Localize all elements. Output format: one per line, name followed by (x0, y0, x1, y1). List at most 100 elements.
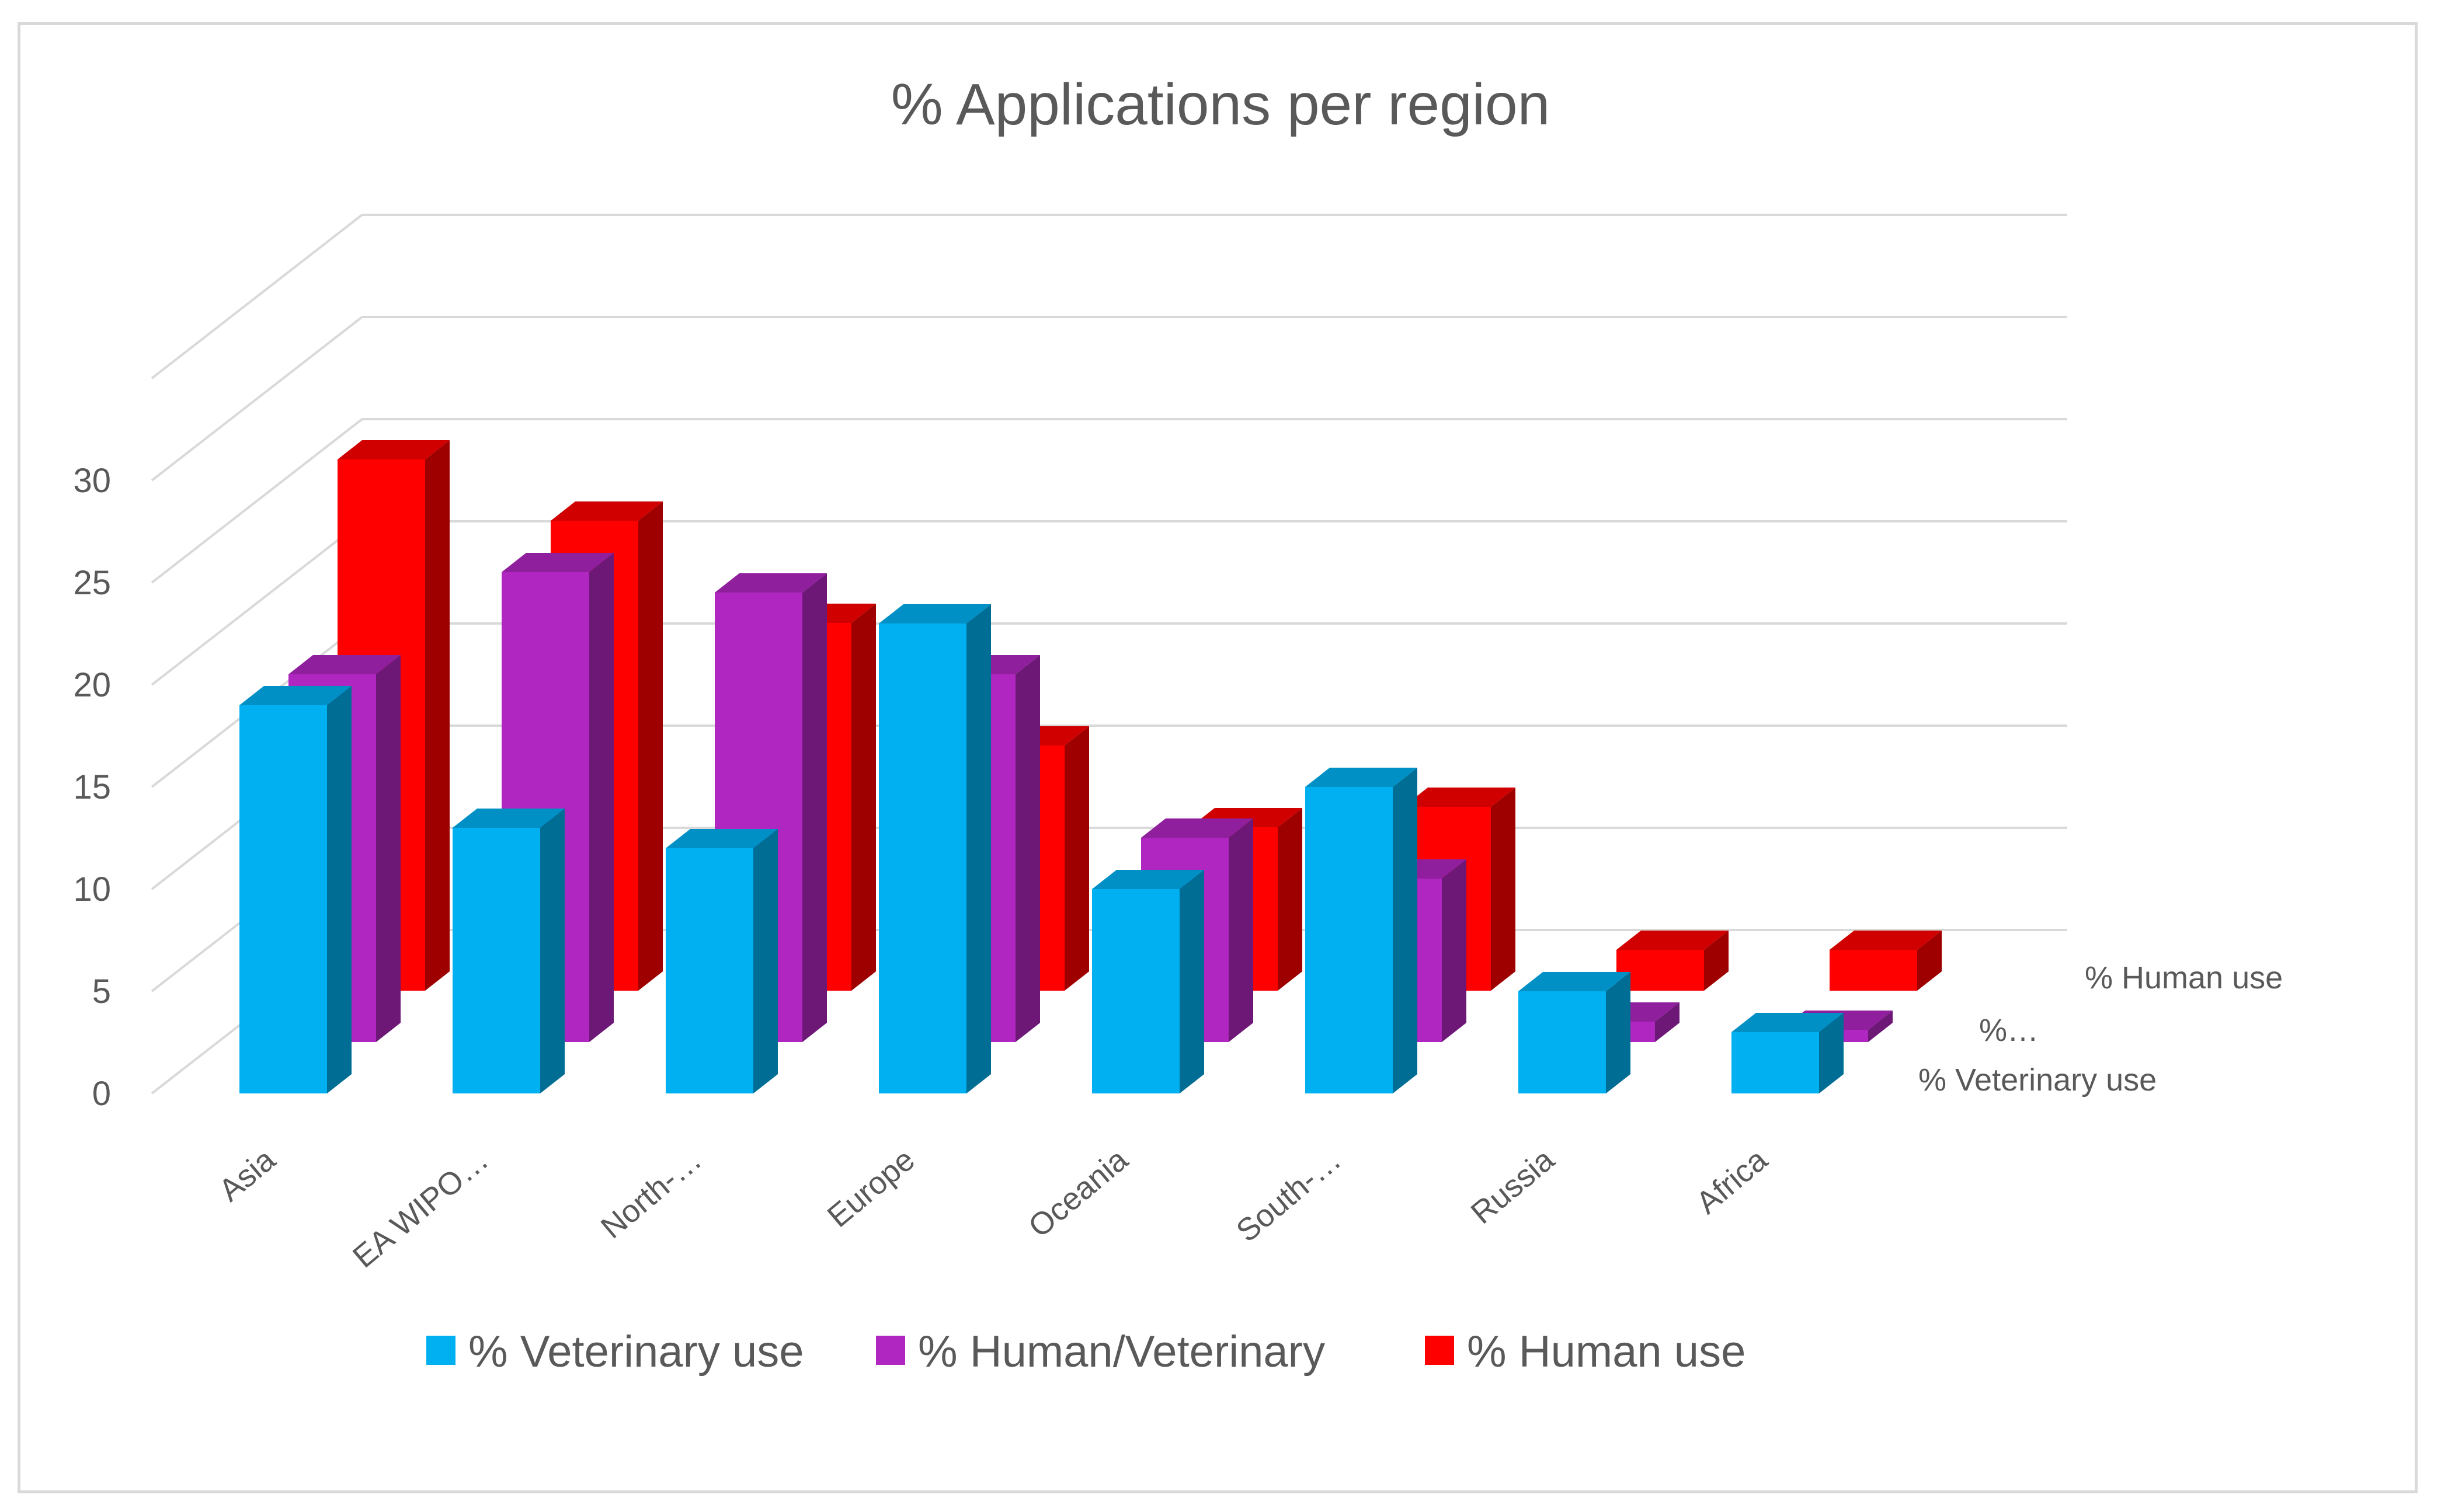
bar-human-use-africa (1830, 931, 1942, 991)
bar-veterinary-use-europe (879, 604, 991, 1093)
series-depth-labels: % Veterinary use %… % Human use (1918, 960, 2283, 1098)
legend-item-veterinary-use: % Veterinary use (426, 1327, 804, 1377)
bar-front-face (1731, 1032, 1819, 1093)
y-tick-label: 20 (73, 666, 111, 704)
bar-top-face (1830, 931, 1942, 950)
legend-label: % Human/Veterinary (918, 1327, 1325, 1377)
y-tick-label: 30 (73, 462, 111, 500)
bar-top-face (338, 440, 450, 459)
category-label: Europe (821, 1142, 922, 1234)
bar-side-face (327, 686, 352, 1093)
legend-swatch (1425, 1336, 1454, 1365)
legend-item-human-use: % Human use (1425, 1327, 1745, 1377)
bar-side-face (966, 604, 991, 1093)
bar-side-face (1917, 931, 1942, 991)
category-label: South-… (1230, 1142, 1348, 1249)
bar-side-face (851, 604, 876, 991)
bar-veterinary-use-africa (1731, 1013, 1844, 1093)
bar-top-face (666, 829, 778, 848)
bar-veterinary-use-russia (1518, 972, 1630, 1093)
bar-top-face (453, 809, 565, 828)
bar-side-face (1016, 655, 1040, 1042)
bar-side-face (1704, 931, 1729, 991)
category-label: Oceania (1022, 1142, 1135, 1245)
legend-label: % Veterinary use (468, 1327, 804, 1377)
y-tick-label: 15 (73, 768, 111, 806)
bar-side-face (1868, 1011, 1893, 1042)
bar-top-face (1141, 818, 1253, 838)
bar-top-face (1731, 1013, 1844, 1032)
bar-side-face (1606, 972, 1630, 1093)
gridline-diagonal-top (151, 214, 363, 379)
y-tick-label: 5 (92, 973, 111, 1011)
chart-svg: % Applications per region 0 5 10 15 20 25 30 A… (73, 72, 2283, 1377)
bar-front-face (879, 623, 966, 1093)
y-tick-label: 0 (92, 1075, 111, 1113)
bar-side-face (589, 553, 614, 1042)
depth-label: % Human use (2085, 960, 2283, 995)
category-label: Asia (213, 1142, 283, 1208)
gridline-diagonal-30 (151, 316, 363, 482)
category-label: EA WIPO… (346, 1142, 495, 1274)
bar-top-face (239, 686, 352, 705)
chart-title: % Applications per region (891, 72, 1550, 137)
bar-side-face (753, 829, 778, 1093)
bar-front-face (1616, 950, 1704, 991)
bar-side-face (1819, 1013, 1844, 1093)
bar-side-face (1491, 788, 1515, 991)
category-label: Russia (1465, 1142, 1562, 1231)
bar-side-face (376, 655, 401, 1042)
gridline-diagonal-25 (151, 418, 363, 584)
bar-front-face (239, 705, 327, 1093)
bar-side-face (540, 809, 565, 1093)
bar-side-face (1442, 859, 1466, 1042)
bar-side-face (1065, 726, 1089, 991)
depth-label: %… (1979, 1013, 2039, 1048)
bar-side-face (425, 440, 450, 991)
bar-front-face (1830, 950, 1917, 991)
bar-top-face (502, 553, 614, 572)
bar-top-face (715, 573, 827, 593)
category-label: Africa (1689, 1142, 1774, 1221)
category-label: North-… (594, 1142, 708, 1245)
bar-front-face (1518, 991, 1606, 1093)
bar-side-face (638, 501, 663, 991)
category-labels: Asia EA WIPO… North-… Europe Oceania South-… R… (213, 1142, 1775, 1275)
bar-side-face (802, 573, 827, 1042)
bar-side-face (1229, 818, 1253, 1042)
bar-top-face (1403, 788, 1515, 807)
bar-side-face (1180, 870, 1204, 1093)
chart-frame: % Applications per region 0 5 10 15 20 25 30 A… (18, 22, 2418, 1493)
bar-side-face (1655, 1002, 1680, 1042)
bar-top-face (288, 655, 401, 674)
bar-front-face (1305, 787, 1393, 1093)
legend-swatch (426, 1336, 455, 1365)
bar-front-face (1092, 889, 1180, 1093)
legend-item-human-veterinary: % Human/Veterinary (876, 1327, 1325, 1377)
legend-swatch (876, 1336, 905, 1365)
y-tick-label: 25 (73, 564, 111, 602)
bar-side-face (1393, 768, 1417, 1093)
bar-top-face (879, 604, 991, 623)
bar-top-face (1092, 870, 1204, 889)
bar-side-face (1278, 808, 1302, 991)
y-axis-ticks: 0 5 10 15 20 25 30 (73, 462, 111, 1113)
bar-front-face (453, 828, 540, 1093)
bar-front-face (666, 848, 753, 1093)
bar-top-face (1518, 972, 1630, 991)
bar-top-face (551, 501, 663, 521)
legend-label: % Human use (1467, 1327, 1745, 1377)
gridline-diagonal-20 (151, 520, 363, 686)
bar-veterinary-use-north (666, 829, 778, 1093)
bar-veterinary-use-oceania (1092, 870, 1204, 1093)
bar-veterinary-use-south (1305, 768, 1417, 1093)
bar-veterinary-use-asia (239, 686, 352, 1093)
bar-human-use-russia (1616, 931, 1729, 991)
bar-veterinary-use-ea-wipo (453, 809, 565, 1093)
depth-label: % Veterinary use (1918, 1062, 2157, 1098)
y-tick-label: 10 (73, 870, 111, 908)
bars (239, 440, 1942, 1093)
legend: % Veterinary use % Human/Veterinary % Huma… (426, 1327, 1745, 1377)
bar-top-face (1305, 768, 1417, 787)
bar-top-face (1616, 931, 1729, 950)
